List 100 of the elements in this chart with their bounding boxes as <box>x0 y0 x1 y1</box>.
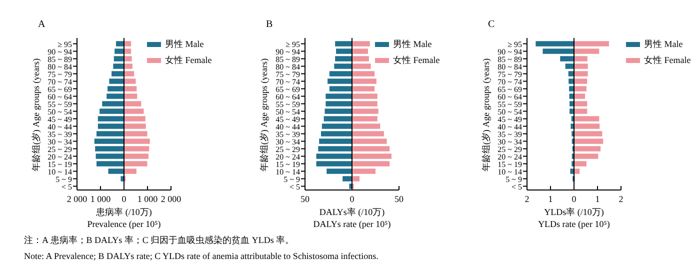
bar <box>329 86 352 92</box>
bar <box>574 138 604 144</box>
bar <box>349 184 352 189</box>
bar <box>124 161 148 166</box>
bar <box>96 131 124 136</box>
y-tick-label: < 5 <box>289 182 300 192</box>
bar <box>574 48 600 54</box>
bar <box>106 94 124 99</box>
bar <box>124 48 132 54</box>
bar <box>112 71 124 76</box>
bar <box>352 168 376 174</box>
bar <box>96 161 124 166</box>
bar <box>114 48 124 54</box>
legend-label: 男性 Male <box>644 39 683 49</box>
bar <box>113 64 124 69</box>
y-tick-label: 60 ~ 64 <box>48 92 72 102</box>
bar <box>124 138 150 144</box>
bar <box>124 94 138 99</box>
y-tick-label: 90 ~ 94 <box>498 47 522 56</box>
y-tick-label: 65 ~ 69 <box>498 84 522 94</box>
chart-title: B <box>266 19 273 30</box>
x-tick-label: 50 <box>300 194 310 204</box>
bar <box>574 161 586 166</box>
y-tick-label: 40 ~ 44 <box>276 122 300 132</box>
y-tick-label: 20 ~ 24 <box>48 152 72 162</box>
y-tick-label: 80 ~ 84 <box>276 62 300 72</box>
x-axis-title: YLDs率 (/10万) YLDs rate (per 10⁵) <box>538 207 610 229</box>
bar <box>96 154 124 159</box>
bar <box>352 48 368 54</box>
y-tick-label: 20 ~ 24 <box>276 152 300 162</box>
y-tick-label: 50 ~ 54 <box>498 107 522 116</box>
y-tick-label: 40 ~ 44 <box>498 122 522 132</box>
bar <box>542 48 574 54</box>
bar <box>316 161 352 166</box>
bar <box>124 101 142 106</box>
bar <box>94 138 124 144</box>
y-tick-label: 45 ~ 49 <box>48 114 72 124</box>
text: 注：A 患病率；B DALYs 率；C 归因于血吸虫感染的贫血 YLDs 率。 <box>24 235 294 245</box>
y-tick-label: 70 ~ 74 <box>498 77 522 86</box>
y-tick-label: 75 ~ 79 <box>276 70 300 79</box>
y-tick-label: 35 ~ 39 <box>498 130 522 139</box>
y-tick-label: 75 ~ 79 <box>48 70 72 79</box>
bar <box>574 116 600 122</box>
bar <box>536 41 574 46</box>
bar <box>574 41 610 46</box>
bar <box>320 131 352 136</box>
bar <box>124 56 132 62</box>
bar <box>560 56 574 62</box>
y-tick-label: 10 ~ 14 <box>498 167 522 176</box>
bar <box>326 101 352 106</box>
y-tick-label: 55 ~ 59 <box>498 100 522 109</box>
bar <box>574 78 588 84</box>
y-tick-label: 40 ~ 44 <box>48 122 72 132</box>
bar <box>335 41 352 46</box>
y-tick-label: 80 ~ 84 <box>48 62 72 72</box>
y-tick-label: 10 ~ 14 <box>48 167 72 176</box>
bar <box>114 56 124 62</box>
bar <box>95 146 124 152</box>
chart-title: A <box>38 19 46 30</box>
bar <box>568 78 574 84</box>
bar <box>334 64 352 69</box>
bar <box>100 108 124 114</box>
bar <box>352 94 378 99</box>
bar <box>352 101 378 106</box>
bar <box>352 56 369 62</box>
x-tick-label: 0 <box>122 194 127 204</box>
bar <box>574 131 602 136</box>
y-tick-label: ≥ 95 <box>58 40 72 49</box>
bar <box>352 161 390 166</box>
bar <box>574 64 588 69</box>
legend-label: 女性 Female <box>165 55 212 65</box>
bar <box>324 108 352 114</box>
y-tick-label: 90 ~ 94 <box>48 47 72 56</box>
y-tick-label: 60 ~ 64 <box>498 92 522 102</box>
bar <box>319 138 352 144</box>
bar <box>322 124 352 129</box>
y-tick-label: 85 ~ 89 <box>498 54 522 64</box>
bar <box>569 86 574 92</box>
bar <box>328 78 352 84</box>
y-tick-label: 55 ~ 59 <box>48 100 72 109</box>
bar <box>574 94 586 99</box>
x-tick-label: 1 <box>595 194 600 204</box>
y-tick-label: 25 ~ 29 <box>276 144 300 154</box>
legend-label: 女性 Female <box>393 55 440 65</box>
x-axis-title: 患病率 (/10万) Prevalence (per 10⁵) <box>87 207 161 229</box>
bar <box>124 124 146 129</box>
y-tick-label: 75 ~ 79 <box>498 70 522 79</box>
bar <box>574 108 588 114</box>
y-tick-label: 30 ~ 34 <box>48 137 72 146</box>
bar <box>124 168 136 174</box>
bar <box>352 176 360 182</box>
legend-label: 男性 Male <box>393 39 432 49</box>
bar <box>336 48 352 54</box>
bar <box>352 86 375 92</box>
y-axis-title: 年龄组(岁) Age groups (years) <box>259 58 269 172</box>
bar <box>574 168 580 174</box>
text: Note: A Prevalence; B DALYs rate; C YLDs rate of anemia attributable to Schistosoma infections. <box>24 251 378 261</box>
x-tick-label: 50 <box>394 194 404 204</box>
bar <box>352 64 371 69</box>
bar <box>568 71 574 76</box>
